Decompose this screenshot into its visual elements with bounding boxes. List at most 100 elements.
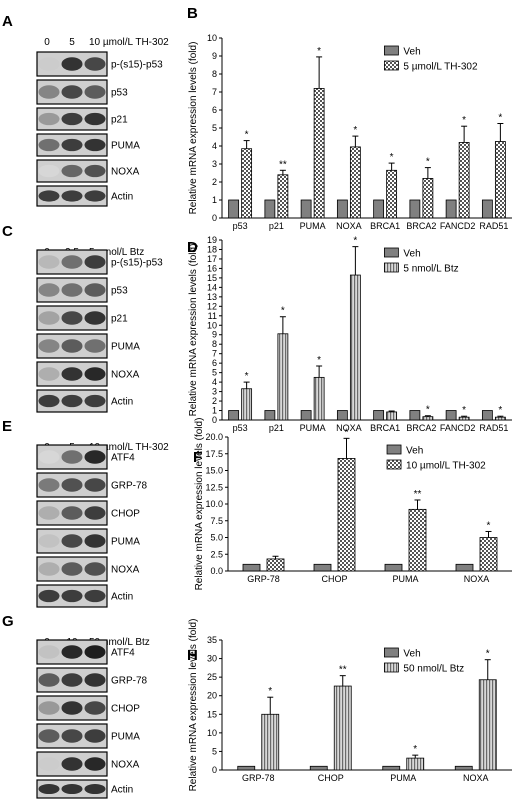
chart-panel-d: D012345678910111213141516171819Relative … [187,235,512,433]
bar [309,765,328,771]
significance-mark: * [462,405,466,416]
blot-band [38,85,60,99]
significance-mark: * [413,744,417,755]
x-tick-label: NOXA [463,773,489,783]
y-tick-label: 3 [212,159,217,169]
bar [349,274,361,421]
bar [494,141,506,219]
bar [336,199,348,219]
significance-mark: * [317,355,321,366]
blot-band [84,339,106,353]
y-tick-label: 2 [212,396,217,406]
y-tick-label: 3 [212,387,217,397]
y-tick-label: 19 [207,235,217,245]
band-label: Actin [111,592,133,603]
significance-mark: ** [414,489,422,500]
blot-band [61,311,83,325]
significance-mark: * [498,405,502,416]
blot-band [61,673,83,687]
bar [313,563,332,572]
y-tick-label: 7 [212,87,217,97]
x-tick-label: BRCA1 [370,221,400,231]
significance-mark: * [426,405,430,416]
bar [228,410,240,421]
chart-panel-b: B 0 1 2 3 4 5 6 7 8 9 10 Relative mRNA expression le… [187,5,512,231]
blot-band [84,85,106,99]
blot-band [61,394,83,408]
blot-panel-e: E0510 µmol/L TH-302ATF4GRP-78CHOPPUMANOX… [2,418,169,608]
bar [422,416,434,421]
bar [481,410,493,421]
legend-swatch [383,247,399,258]
blot-band [84,673,106,687]
y-tick-label: 8 [212,339,217,349]
band-label: NOXA [111,370,140,381]
bar [300,410,312,421]
blot-band [84,701,106,715]
band-label: CHOP [111,704,140,715]
x-tick-label: CHOP [321,574,347,584]
y-tick-label: 17.5 [205,449,223,459]
y-tick-label: 14 [207,282,217,292]
bar [454,765,473,771]
legend-label: Veh [403,47,420,58]
blot-band [84,138,106,152]
blot-band [84,645,106,659]
blot-panel-g: G01050 nmol/L BtzATF4GRP-78CHOPPUMANOXAA… [2,613,150,799]
band-label: p53 [111,88,128,99]
legend-label: 5 µmol/L TH-302 [403,62,478,73]
bar [333,685,352,771]
blot-band [84,394,106,408]
blot-band [61,534,83,548]
blot-band [61,85,83,99]
y-tick-label: 0 [212,415,217,425]
bar [313,376,325,421]
blot-band [61,283,83,297]
blot-band [38,450,60,464]
significance-mark: * [245,371,249,382]
x-tick-label: PUMA [300,423,326,433]
bar [386,411,398,421]
panel-letter: F [193,449,202,466]
x-tick-label: CHOP [318,773,344,783]
band-label: ATF4 [111,453,135,464]
legend-label: 5 nmol/L Btz [403,264,458,275]
significance-mark: * [390,152,394,163]
treatment-label: 10 µmol/L TH-302 [89,37,169,48]
band-label: NOXA [111,167,140,178]
band-label: p53 [111,286,128,297]
bar [409,410,421,421]
treatment-label: 10 µmol/L TH-302 [89,442,169,453]
blot-band [61,450,83,464]
blot-band [38,506,60,520]
y-tick-label: 9 [212,330,217,340]
y-tick-label: 10 [207,320,217,330]
y-axis-label: Relative mRNA expression levels (fold) [188,42,199,215]
y-tick-label: 15.0 [205,466,223,476]
y-tick-label: 5 [212,368,217,378]
x-tick-label: PUMA [392,574,418,584]
lane-label: 0 [44,37,50,48]
x-tick-label: FANCD2 [440,221,476,231]
y-axis-label: Relative mRNA expression levels (fold) [188,619,199,792]
y-tick-label: 25 [207,672,217,682]
blot-band [38,394,60,408]
legend-swatch [386,459,402,470]
y-tick-label: 9 [212,51,217,61]
blot-band [61,164,83,178]
treatment-label: 50 nmol/L Btz [89,637,150,648]
panel-letter: C [2,223,13,240]
bar [445,410,457,421]
y-tick-label: 4 [212,141,217,151]
blot-band [61,112,83,126]
blot-band [61,367,83,381]
x-tick-label: BRCA2 [406,423,436,433]
bar [386,169,398,219]
bar [336,410,348,421]
bar [300,199,312,219]
legend-label: 10 µmol/L TH-302 [406,461,486,472]
blot-band [61,138,83,152]
blot-band [38,138,60,152]
y-tick-label: 0.0 [210,566,223,576]
